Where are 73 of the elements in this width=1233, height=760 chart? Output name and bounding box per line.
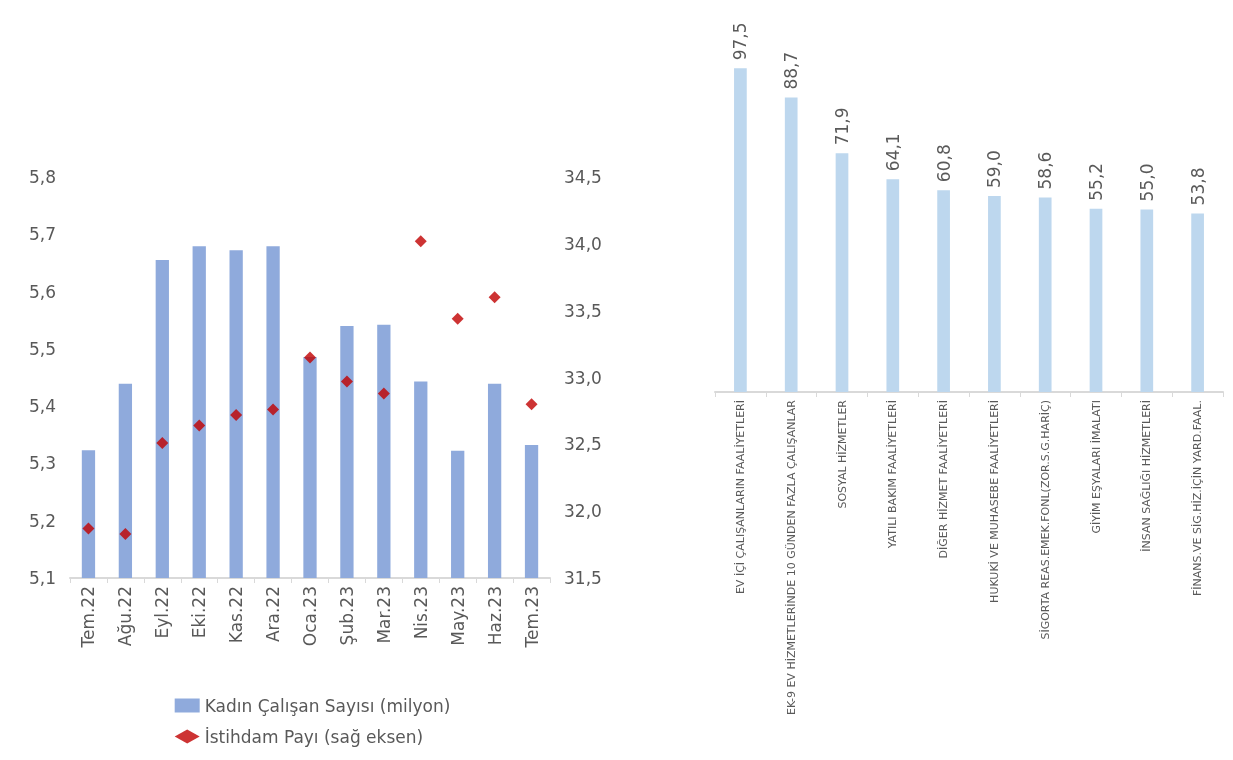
bar: [1038, 197, 1052, 392]
data-label: 71,9: [832, 107, 852, 146]
x-tick-label: İNSAN SAĞLIĞI HİZMETLERİ: [1140, 400, 1154, 552]
bar: [835, 153, 849, 392]
x-tick-label: EV İÇİ ÇALIŞANLARIN FAALİYETLERİ: [733, 400, 747, 595]
x-tick-label: Ağu.22: [115, 586, 136, 647]
x-tick-label: SOSYAL HİZMETLER: [835, 399, 849, 509]
x-tick-label: DİĞER HİZMET FAALİYETLERİ: [937, 400, 951, 559]
x-tick-label: Ara.22: [263, 586, 284, 643]
y-tick-label: 5,5: [28, 338, 56, 359]
point: [414, 235, 427, 248]
point: [340, 375, 353, 388]
y-tick-label: 5,3: [28, 453, 56, 474]
x-tick-label: Eki.22: [189, 586, 210, 639]
bar: [988, 196, 1001, 392]
bar: [1140, 209, 1154, 392]
x-tick-label: YATILI BAKIM FAALİYETLERİ: [886, 400, 900, 550]
point: [82, 522, 95, 535]
y-tick-label: 5,7: [28, 224, 56, 245]
y2-tick-label: 33,5: [564, 300, 602, 321]
x-tick-label: EK-9 EV HİZMETLERİNDE 10 GÜNDEN FAZLA ÇALIŞANLAR: [784, 399, 798, 716]
x-tick-label: Nis.23: [410, 586, 431, 640]
legend-label: Kadın Çalışan Sayısı (milyon): [204, 695, 451, 716]
x-tick-label: Şub.23: [336, 586, 357, 646]
legend-label: İstihdam Payı (sağ eksen): [204, 726, 424, 747]
y2-tick-label: 31,5: [564, 568, 602, 588]
x-tick-label: Tem.22: [78, 586, 99, 649]
point: [304, 351, 316, 364]
x-tick-label: Oca.23: [300, 586, 320, 647]
bar: [1089, 208, 1103, 392]
y2-tick-label: 32,0: [564, 501, 602, 522]
data-label: 64,1: [882, 133, 903, 172]
y-tick-label: 5,8: [28, 167, 56, 187]
point: [119, 527, 132, 540]
x-tick-label: FİNANS.VE SİG.HİZ.İÇİN YARD.FAAL.: [1191, 400, 1205, 596]
x-tick-label: GİYİM EŞYALARI İMALATI: [1089, 400, 1103, 534]
bar: [784, 97, 798, 392]
y-tick-label: 5,1: [28, 568, 56, 588]
y-tick-label: 5,6: [28, 281, 56, 302]
y2-tick-label: 34,0: [564, 233, 602, 254]
x-tick-label: HUKUKİ VE MUHASEBE FAALİYETLERİ: [987, 400, 1001, 603]
data-label: 97,5: [730, 22, 751, 61]
x-tick-label: Eyl.22: [152, 586, 173, 639]
x-tick-label: SİGORTA REAS.EMEK.FONL(ZOR.S.G.HARİÇ): [1038, 400, 1052, 640]
point: [156, 437, 169, 449]
bar: [1191, 213, 1204, 392]
bar: [734, 68, 747, 392]
point: [267, 403, 280, 416]
point: [451, 312, 464, 325]
data-label: 88,7: [781, 51, 802, 90]
data-label: 58,6: [1035, 151, 1056, 190]
y2-tick-label: 34,5: [564, 167, 602, 187]
y-tick-label: 5,2: [28, 510, 56, 531]
point: [525, 398, 538, 411]
x-tick-label: May.23: [447, 586, 468, 646]
data-label: 55,2: [1086, 162, 1106, 201]
data-label: 55,0: [1136, 163, 1157, 202]
x-tick-label: Kas.22: [226, 586, 247, 644]
point: [377, 387, 390, 400]
y2-tick-label: 33,0: [564, 367, 602, 388]
x-tick-label: Mar.23: [373, 586, 394, 644]
y-tick-label: 5,4: [28, 396, 56, 417]
point: [488, 291, 501, 304]
x-tick-label: Tem.23: [521, 586, 542, 649]
data-label: 59,0: [984, 150, 1005, 189]
point: [193, 419, 206, 432]
y2-tick-label: 32,5: [564, 434, 602, 455]
x-tick-label: Haz.23: [484, 586, 505, 646]
bar: [937, 190, 950, 392]
bar: [886, 179, 900, 392]
point: [230, 408, 243, 421]
data-label: 60,8: [933, 144, 954, 183]
data-label: 53,8: [1187, 167, 1208, 206]
